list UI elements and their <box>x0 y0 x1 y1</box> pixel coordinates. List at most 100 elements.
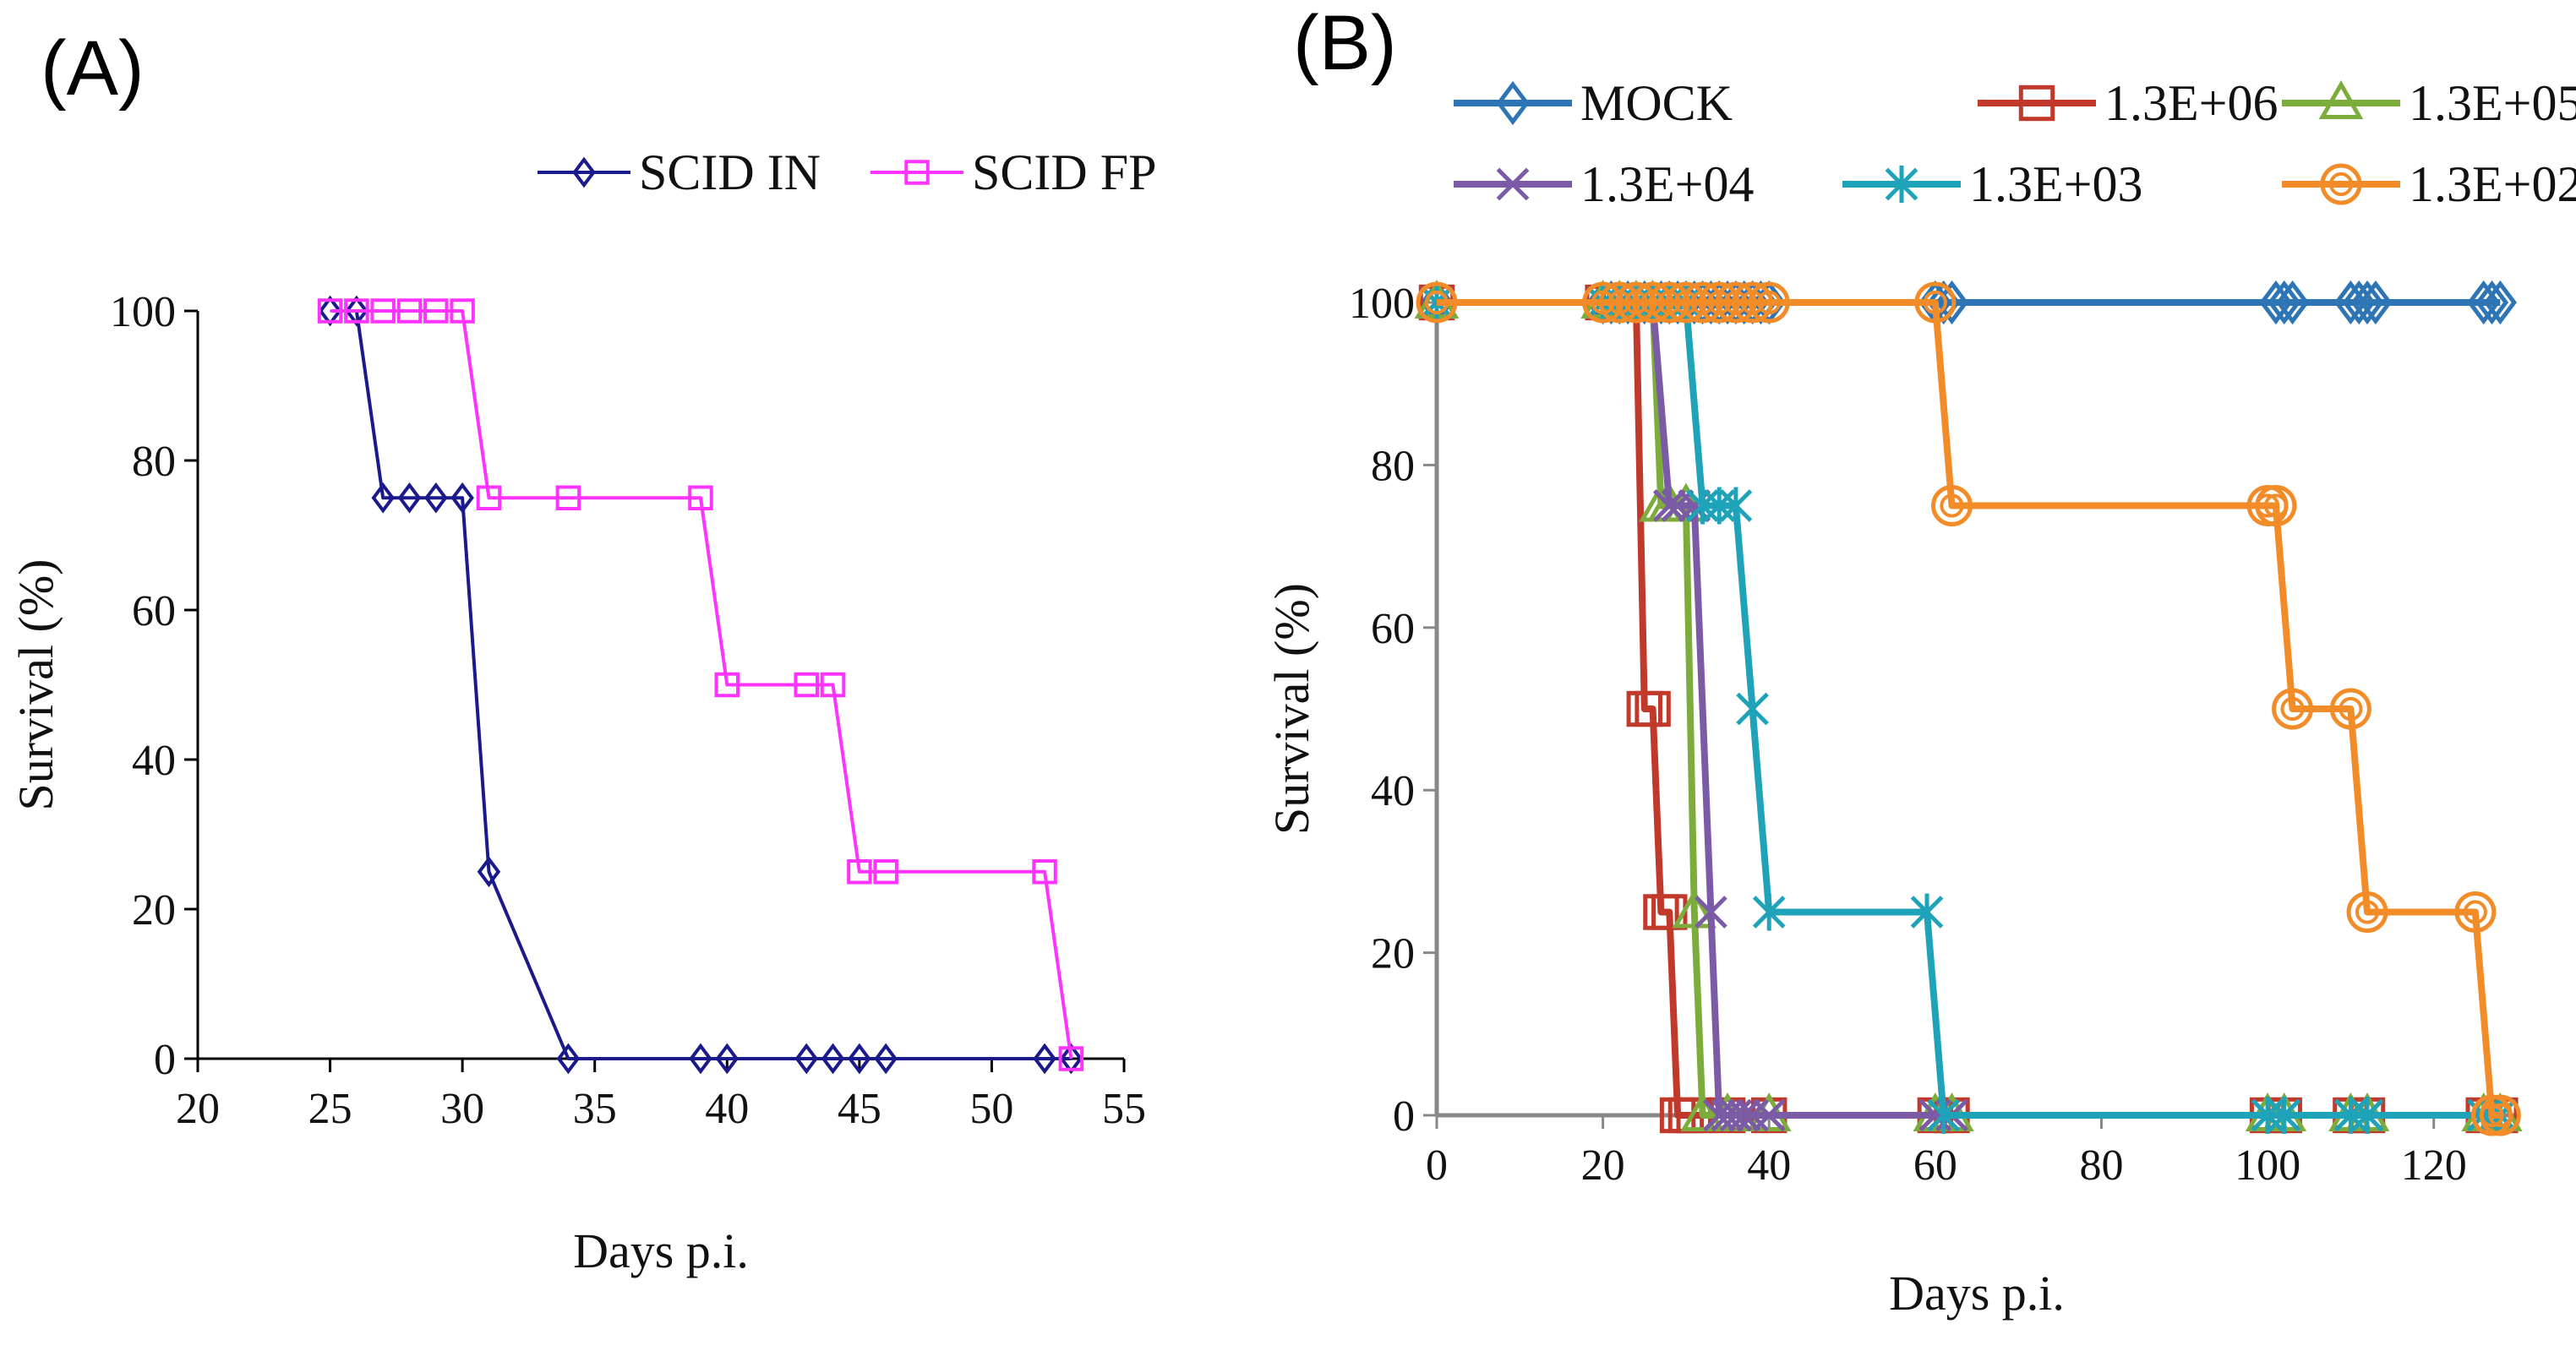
x-tick-label: 120 <box>2401 1141 2467 1190</box>
data-point <box>555 485 581 510</box>
legend-item: 1.3E+02 <box>2282 156 2576 212</box>
data-point <box>1719 487 1753 525</box>
data-point <box>450 482 474 514</box>
data-point <box>847 859 872 885</box>
series-line <box>330 309 1073 1060</box>
data-point <box>424 482 448 514</box>
data-point <box>874 1043 898 1075</box>
data-point <box>1033 1043 1056 1075</box>
data-point <box>476 485 502 510</box>
y-tick-label: 100 <box>110 288 176 336</box>
series-scid-fp <box>317 298 1084 1071</box>
data-point <box>318 295 342 327</box>
data-point <box>2272 688 2314 730</box>
data-point <box>370 298 396 324</box>
data-point <box>2255 485 2297 526</box>
data-point <box>1661 489 1695 522</box>
y-tick-label: 80 <box>132 438 176 486</box>
data-point <box>794 672 819 698</box>
data-point <box>1711 1098 1744 1132</box>
y-tick-label: 100 <box>1349 280 1415 328</box>
data-point <box>1914 281 1957 324</box>
x-tick-label: 100 <box>2235 1141 2300 1190</box>
legend: MOCK 1.3E+06 1.3E+05 1.3E+04 1.3E+03 1.3E+02 <box>1454 75 2576 212</box>
data-point <box>2350 1097 2384 1134</box>
data-point <box>689 1043 712 1075</box>
legend-marker <box>1885 166 1918 203</box>
data-point <box>715 1043 740 1075</box>
legend-label: 1.3E+06 <box>2104 75 2279 131</box>
data-point <box>2475 280 2509 325</box>
legend-marker <box>1496 80 1530 126</box>
x-tick-label: 25 <box>308 1085 352 1133</box>
panel-label-b: (B) <box>1293 0 1397 86</box>
data-point <box>556 1043 581 1075</box>
data-point <box>1931 485 1973 526</box>
x-axis-title: Days p.i. <box>573 1223 749 1278</box>
y-tick-label: 40 <box>1371 767 1415 815</box>
y-tick-label: 0 <box>154 1036 176 1084</box>
data-point <box>345 295 368 327</box>
panel-label-a: (A) <box>41 25 145 112</box>
y-tick-label: 20 <box>1371 930 1415 978</box>
x-tick-label: 20 <box>176 1085 220 1133</box>
y-tick-label: 60 <box>1371 605 1415 653</box>
y-tick-label: 80 <box>1371 442 1415 490</box>
y-axis-title: Survival (%) <box>1264 583 1319 835</box>
data-point <box>344 298 369 324</box>
data-point <box>2346 891 2388 933</box>
series-line <box>1437 299 2501 1119</box>
data-point <box>2251 1097 2284 1134</box>
series-scid-in <box>318 295 1083 1075</box>
legend-marker <box>904 160 930 185</box>
data-point <box>794 1043 818 1075</box>
y-tick-label: 60 <box>132 587 176 635</box>
x-tick-label: 55 <box>1102 1085 1146 1133</box>
data-point <box>1635 690 1671 727</box>
legend-label: 1.3E+05 <box>2409 75 2576 131</box>
data-point <box>1752 893 1786 931</box>
data-point <box>1672 889 1717 929</box>
legend: SCID IN SCID FP <box>538 144 1156 200</box>
series-1-3e-02 <box>1416 281 2521 1136</box>
data-point <box>1059 1043 1083 1075</box>
data-point <box>2329 688 2371 730</box>
data-point <box>1748 281 1790 324</box>
data-point <box>2268 1097 2301 1134</box>
data-point <box>821 1043 845 1075</box>
data-point <box>1719 1098 1753 1132</box>
legend-label: MOCK <box>1580 75 1733 131</box>
data-point <box>1652 489 1686 522</box>
legend-marker <box>2318 79 2364 119</box>
legend-item: 1.3E+05 <box>2282 75 2576 131</box>
legend-item: SCID FP <box>870 144 1156 200</box>
x-tick-label: 80 <box>2079 1141 2123 1190</box>
data-point <box>1058 1046 1084 1071</box>
data-point <box>2268 280 2301 325</box>
data-point <box>688 485 713 510</box>
data-point <box>1702 487 1736 525</box>
legend-marker <box>2018 84 2055 122</box>
series-1-3e-05 <box>1414 279 2523 1131</box>
data-point <box>371 482 395 514</box>
data-point <box>396 298 423 324</box>
x-tick-label: 20 <box>1581 1141 1625 1190</box>
x-tick-label: 45 <box>838 1085 881 1133</box>
data-point <box>1032 859 1057 885</box>
data-point <box>1752 1098 1786 1132</box>
data-point <box>423 298 449 324</box>
chart-b: 0 20 40 60 80 100 0 20 40 60 80 100 120 Days p.i. Surv… <box>1264 75 2576 1321</box>
legend-label: SCID IN <box>639 144 821 200</box>
x-tick-label: 50 <box>969 1085 1013 1133</box>
data-point <box>1736 1098 1769 1132</box>
data-point <box>2479 1094 2521 1136</box>
data-point <box>1736 690 1769 727</box>
data-point <box>1727 1098 1761 1132</box>
data-point <box>1680 1092 1725 1131</box>
legend-item: 1.3E+03 <box>1842 156 2143 212</box>
legend-label: 1.3E+04 <box>1580 156 1755 212</box>
legend-item: SCID IN <box>538 144 821 200</box>
data-point <box>397 482 422 514</box>
